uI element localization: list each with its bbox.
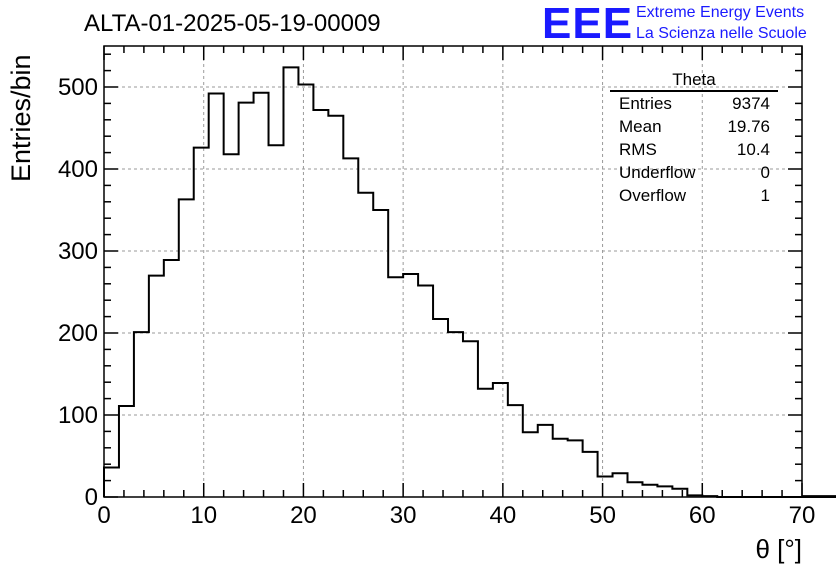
- stats-value-underflow: 0: [760, 163, 770, 182]
- histogram-bin: [298, 85, 313, 497]
- histogram-bin: [553, 439, 568, 497]
- y-tick-label: 500: [58, 74, 98, 101]
- stats-label-entries: Entries: [619, 94, 672, 113]
- histogram-outline: [103, 66, 836, 498]
- y-axis-label: Entries/bin: [6, 54, 36, 182]
- histogram-bin: [194, 148, 209, 497]
- stats-label-mean: Mean: [619, 117, 662, 136]
- stats-label-rms: RMS: [619, 140, 657, 159]
- histogram-bin: [179, 199, 194, 497]
- histogram-bars: [103, 66, 836, 498]
- histogram-bin: [538, 425, 553, 497]
- stats-value-overflow: 1: [760, 186, 770, 205]
- x-tick-label: 60: [689, 502, 716, 529]
- histogram-bin: [343, 158, 358, 497]
- histogram-bin: [328, 116, 343, 497]
- histogram-bin: [478, 389, 493, 497]
- x-axis-label: θ [°]: [755, 534, 802, 564]
- histogram-bin: [283, 67, 298, 497]
- histogram-bin: [493, 383, 508, 497]
- stats-row: RMS 10.4: [610, 138, 778, 161]
- histogram-bin: [269, 145, 284, 497]
- stats-row: Mean 19.76: [610, 115, 778, 138]
- x-tick-label: 30: [390, 502, 417, 529]
- histogram-bin: [224, 154, 239, 497]
- histogram-bin: [568, 440, 583, 497]
- logo-line-2: La Scienza nelle Scuole: [636, 25, 807, 42]
- stats-value-entries: 9374: [732, 94, 770, 113]
- histogram-bin: [463, 341, 478, 497]
- histogram-bin: [358, 193, 373, 497]
- histogram-bin: [523, 432, 538, 497]
- histogram-bin: [657, 486, 672, 497]
- plot-frame: [103, 45, 803, 498]
- histogram-bin: [628, 482, 643, 497]
- eee-logo: EEE: [542, 0, 634, 48]
- grid-lines: [104, 46, 802, 497]
- histogram-bin: [598, 477, 613, 498]
- y-tick-label: 300: [58, 238, 98, 265]
- histogram-bin: [164, 260, 179, 497]
- stats-box: Theta Entries 9374 Mean 19.76 RMS 10.4 U…: [610, 70, 778, 207]
- histogram-bin: [119, 406, 134, 497]
- stats-row: Overflow 1: [610, 184, 778, 207]
- y-tick-label: 100: [58, 402, 98, 429]
- histogram-bin: [239, 103, 254, 497]
- histogram-bin: [508, 405, 523, 497]
- histogram-bin: [433, 319, 448, 497]
- histogram-bin: [373, 210, 388, 497]
- histogram-bin: [254, 93, 269, 497]
- x-tick-label: 0: [97, 502, 110, 529]
- x-tick-label: 40: [490, 502, 517, 529]
- histogram-bin: [642, 485, 657, 497]
- stats-value-rms: 10.4: [736, 140, 770, 159]
- y-tick-label: 0: [85, 484, 98, 511]
- y-tick-label: 200: [58, 320, 98, 347]
- histogram-bin: [448, 332, 463, 497]
- histogram-bin: [583, 452, 598, 497]
- stats-value-mean: 19.76: [727, 117, 770, 136]
- y-tick-label: 400: [58, 156, 98, 183]
- histogram-bin: [418, 285, 433, 497]
- histogram-bin: [613, 473, 628, 497]
- x-tick-label: 50: [589, 502, 616, 529]
- stats-title: Theta: [610, 70, 778, 92]
- histogram-bin: [388, 277, 403, 497]
- histogram-bin: [104, 467, 119, 497]
- histogram-bin: [209, 94, 224, 497]
- histogram-bin: [672, 489, 687, 497]
- x-tick-label: 70: [789, 502, 816, 529]
- histogram-bin: [134, 332, 149, 497]
- chart-title: ALTA-01-2025-05-19-00009: [84, 10, 381, 37]
- stats-label-overflow: Overflow: [619, 186, 687, 205]
- histogram-bin: [149, 276, 164, 497]
- logo-line-1: Extreme Energy Events: [636, 4, 805, 21]
- stats-row: Underflow 0: [610, 161, 778, 184]
- stats-row: Entries 9374: [610, 92, 778, 115]
- histogram-bin: [313, 110, 328, 497]
- stats-label-underflow: Underflow: [619, 163, 696, 182]
- x-tick-label: 10: [190, 502, 217, 529]
- histogram-bin: [403, 274, 418, 497]
- x-tick-label: 20: [290, 502, 317, 529]
